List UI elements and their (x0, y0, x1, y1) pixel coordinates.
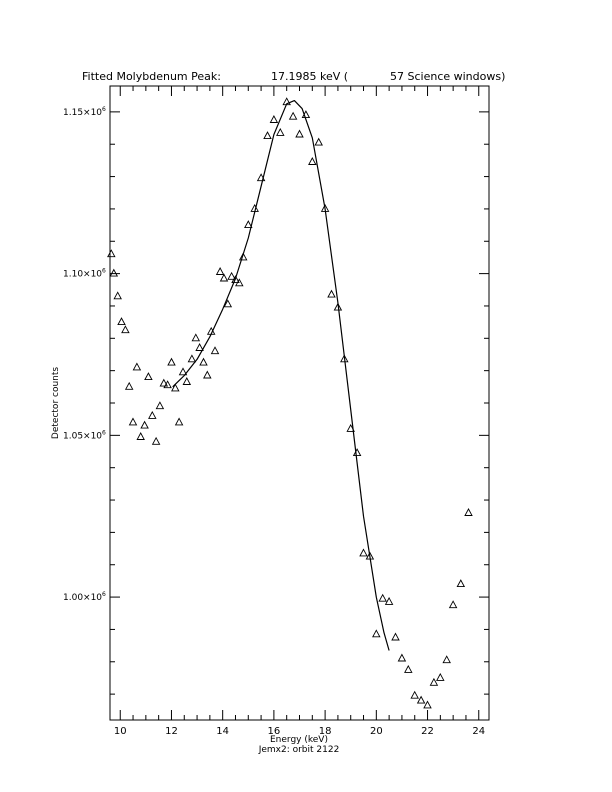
y-tick-label: 1.15×106 (63, 106, 106, 118)
data-point (124, 381, 134, 390)
x-tick-label: 18 (319, 726, 332, 737)
data-point (365, 551, 375, 560)
data-point (215, 267, 225, 275)
data-point (107, 249, 116, 258)
data-point (244, 220, 253, 229)
data-point (171, 383, 180, 392)
y-tick-label: 1.10×106 (63, 268, 106, 280)
y-tick-label: 1.05×106 (63, 429, 106, 441)
data-point (448, 600, 458, 609)
data-point (397, 653, 407, 662)
data-point (352, 448, 362, 457)
data-point (155, 401, 165, 410)
data-point (384, 596, 394, 605)
data-point (159, 378, 169, 387)
data-points (107, 97, 473, 709)
data-point (136, 432, 145, 440)
data-point (391, 632, 400, 641)
chart-title-windows: 57 Science windows) (390, 70, 505, 83)
data-point (174, 417, 184, 426)
data-point (404, 664, 413, 673)
data-point (231, 275, 240, 284)
data-point (178, 367, 188, 376)
x-tick-label: 12 (165, 726, 178, 737)
data-point (128, 417, 138, 426)
data-point (195, 343, 204, 351)
data-point (148, 410, 157, 419)
fit-curve-group (172, 99, 390, 651)
data-point (163, 380, 172, 389)
x-tick-label: 24 (472, 726, 485, 737)
data-point (378, 593, 387, 602)
data-point (314, 137, 323, 146)
x-tick-label: 16 (268, 726, 281, 737)
data-point (269, 115, 279, 123)
data-point (199, 357, 208, 366)
y-tick-label: 1.00×106 (63, 591, 106, 603)
x-axis: 10 12 14 16 18 20 22 24 (114, 86, 485, 737)
data-point (238, 252, 248, 261)
data-point (203, 370, 212, 379)
data-point (235, 278, 244, 287)
data-point (113, 291, 122, 300)
data-point (109, 268, 119, 277)
data-point (333, 302, 343, 311)
data-point (210, 346, 220, 355)
x-axis-label: Energy (keV) (270, 735, 328, 745)
x-tick-label: 10 (114, 726, 127, 737)
data-point (295, 129, 304, 138)
data-point (132, 362, 142, 371)
x-tick-label: 20 (370, 726, 383, 737)
data-point (263, 131, 272, 140)
chart-title-left: Fitted Molybdenum Peak: (82, 70, 221, 83)
data-point (456, 579, 466, 588)
data-point (442, 655, 451, 664)
data-point (340, 354, 349, 363)
x-tick-label: 22 (421, 726, 434, 737)
data-point (256, 173, 266, 182)
data-point (288, 111, 298, 120)
data-point (250, 203, 259, 212)
plot-frame (109, 85, 490, 721)
data-point (308, 157, 317, 165)
data-point (359, 548, 368, 557)
x-tick-label: 14 (216, 726, 229, 737)
data-point (182, 377, 192, 385)
y-axis: 1.00×106 1.05×106 1.10×106 1.15×106 (63, 106, 489, 695)
data-point (140, 420, 149, 429)
data-point (282, 97, 291, 106)
data-point (117, 317, 126, 326)
data-point (219, 273, 229, 282)
data-point (276, 127, 285, 136)
data-point (191, 333, 201, 342)
fit-curve (172, 99, 390, 651)
data-point (410, 690, 419, 699)
data-point (223, 299, 233, 308)
chart-title-energy: 17.1985 keV ( (271, 70, 348, 83)
data-point (327, 289, 336, 298)
data-point (416, 695, 426, 704)
data-point (372, 629, 381, 638)
data-point (436, 672, 445, 681)
data-point (206, 326, 216, 335)
data-point (167, 357, 176, 366)
y-axis-label: Detector counts (51, 367, 61, 439)
data-point (423, 700, 432, 709)
plot-frame-group (109, 85, 490, 721)
data-point (187, 354, 197, 363)
data-point (346, 423, 355, 432)
data-point (464, 508, 473, 516)
data-point (429, 677, 439, 686)
data-point (227, 271, 236, 280)
chart-footer: Jemx2: orbit 2122 (258, 745, 340, 755)
data-point (144, 372, 153, 381)
data-point (320, 203, 330, 212)
data-point (121, 325, 130, 334)
data-point (301, 110, 311, 119)
data-point (151, 436, 161, 445)
